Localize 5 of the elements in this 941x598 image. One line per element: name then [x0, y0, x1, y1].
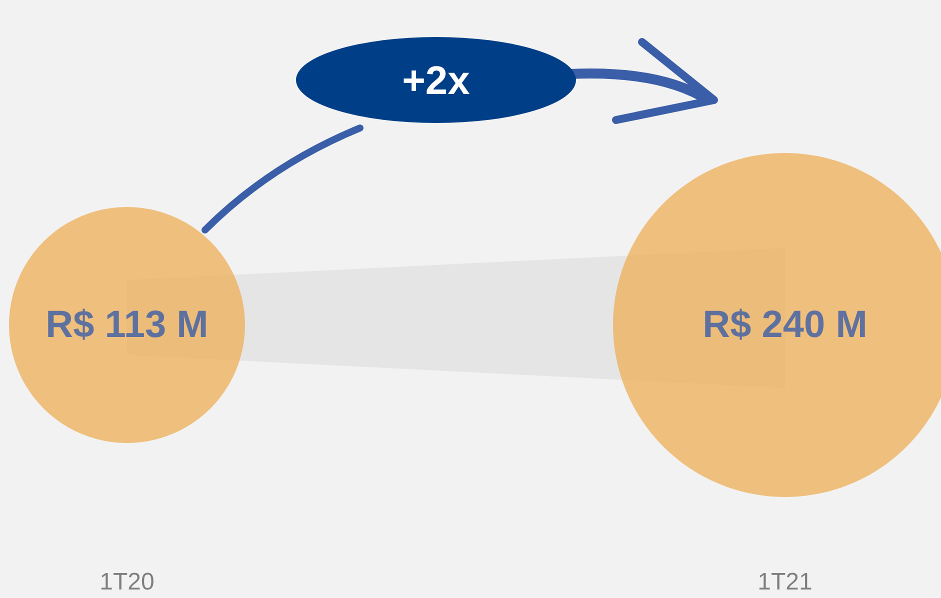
- category-label: 1T21: [758, 568, 812, 596]
- data-label: R$ 240 M: [702, 304, 868, 346]
- data-label: R$ 113 M: [46, 304, 208, 346]
- category-label: 1T20: [100, 568, 154, 596]
- text: +2x: [402, 59, 470, 103]
